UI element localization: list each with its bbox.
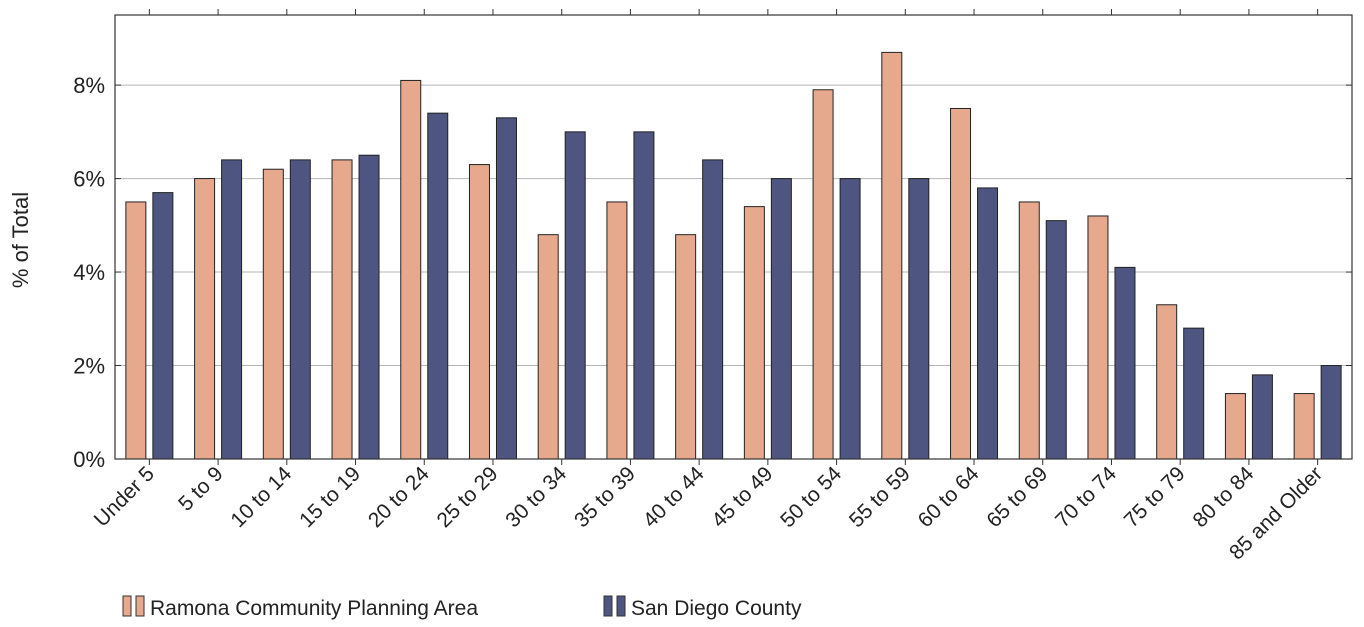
legend-swatch-san-diego xyxy=(616,595,626,617)
bar-ramona xyxy=(194,178,216,460)
y-axis-title: % of Total xyxy=(8,192,33,288)
y-tick-label: 0% xyxy=(73,447,105,472)
x-tick-label: 15 to 19 xyxy=(295,462,365,532)
bar-san-diego xyxy=(633,131,655,460)
x-tick-label: 30 to 34 xyxy=(501,462,571,532)
bar-ramona xyxy=(743,206,765,460)
x-tick-label: 50 to 54 xyxy=(776,462,846,532)
bar-san-diego xyxy=(1183,327,1205,460)
y-tick-label: 6% xyxy=(73,167,105,192)
bar-ramona xyxy=(812,89,834,460)
bar-ramona xyxy=(331,159,353,460)
plot-frame xyxy=(114,14,1353,460)
bar-san-diego xyxy=(1320,365,1342,460)
legend-swatch-ramona xyxy=(122,595,132,617)
x-tick-label: 80 to 84 xyxy=(1189,462,1259,532)
x-tick-label: 75 to 79 xyxy=(1120,462,1190,532)
x-tick-label: 55 to 59 xyxy=(845,462,915,532)
bar-san-diego xyxy=(839,178,861,460)
bar-san-diego xyxy=(1045,220,1067,460)
bar-ramona xyxy=(950,107,972,460)
y-tick-label: 4% xyxy=(73,260,105,285)
bar-san-diego xyxy=(427,112,449,460)
bar-san-diego xyxy=(564,131,586,460)
x-tick-label: 60 to 64 xyxy=(914,462,984,532)
bar-ramona xyxy=(606,201,628,460)
bar-san-diego xyxy=(770,178,792,460)
legend-swatch-san-diego xyxy=(603,595,613,617)
x-tick-label: 65 to 69 xyxy=(982,462,1052,532)
bar-ramona xyxy=(468,164,490,460)
bar-san-diego xyxy=(702,159,724,460)
x-tick-label: 70 to 74 xyxy=(1051,462,1121,532)
bar-ramona xyxy=(1156,304,1178,460)
x-tick-label: 40 to 44 xyxy=(639,462,709,532)
x-tick-label: 10 to 14 xyxy=(226,462,296,532)
bar-ramona xyxy=(1087,215,1109,460)
bar-san-diego xyxy=(1251,374,1273,460)
bar-san-diego xyxy=(152,192,174,460)
bar-san-diego xyxy=(358,154,380,460)
y-tick-label: 8% xyxy=(73,73,105,98)
bar-san-diego xyxy=(495,117,517,460)
bar-ramona xyxy=(1293,393,1315,460)
bar-san-diego xyxy=(1114,266,1136,460)
bar-ramona xyxy=(537,234,559,460)
bar-ramona xyxy=(675,234,697,460)
gridlines xyxy=(115,84,1352,367)
bar-san-diego xyxy=(221,159,243,460)
bar-san-diego xyxy=(289,159,311,460)
bar-ramona xyxy=(400,79,422,460)
bar-ramona xyxy=(262,168,284,460)
bars xyxy=(125,51,1342,460)
legend-swatch-ramona xyxy=(135,595,145,617)
x-tick-label: 20 to 24 xyxy=(364,462,434,532)
bar-san-diego xyxy=(908,178,930,460)
legend: Ramona Community Planning Area San Diego… xyxy=(122,595,802,620)
x-tick-label: 45 to 49 xyxy=(707,462,777,532)
x-tick-label: 35 to 39 xyxy=(570,462,640,532)
bar-ramona xyxy=(1224,393,1246,460)
bar-san-diego xyxy=(977,187,999,460)
legend-label-san-diego: San Diego County xyxy=(631,597,802,620)
x-tick-label: 5 to 9 xyxy=(174,462,227,515)
x-tick-label: 25 to 29 xyxy=(433,462,503,532)
legend-label-ramona: Ramona Community Planning Area xyxy=(150,597,478,620)
x-tick-label: Under 5 xyxy=(90,462,159,531)
bar-ramona xyxy=(125,201,147,460)
bar-ramona xyxy=(1018,201,1040,460)
bar-ramona xyxy=(881,51,903,460)
y-tick-label: 2% xyxy=(73,354,105,379)
